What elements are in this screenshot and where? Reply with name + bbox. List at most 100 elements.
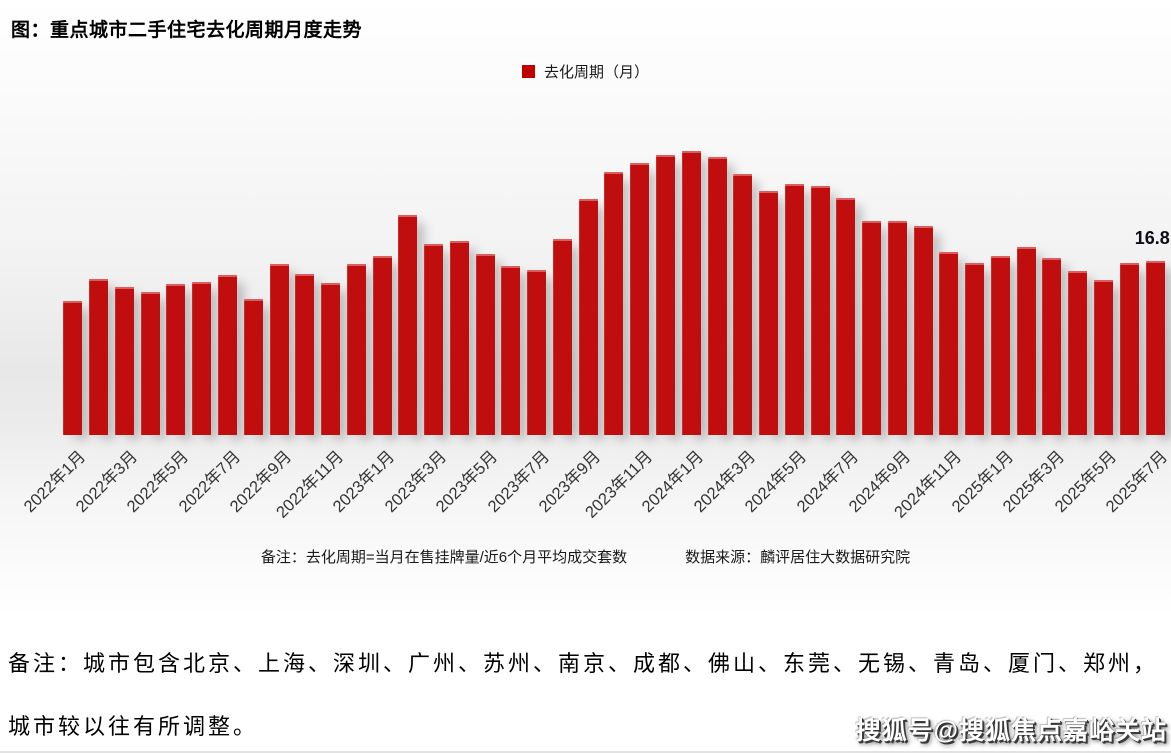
bar-slot [369,55,395,435]
bar-slot [936,55,962,435]
bar [604,172,624,435]
bar-slot [833,55,859,435]
bar [1068,271,1088,435]
bar-slot [498,55,524,435]
bar [217,275,237,435]
bar [681,151,701,435]
bar [913,226,933,435]
bar-slot [756,55,782,435]
bar-slot [266,55,292,435]
bar [424,244,444,435]
bar-slot [292,55,318,435]
bar-slot [678,55,704,435]
chart-title: 图：重点城市二手住宅去化周期月度走势 [11,20,363,41]
bar-slot [781,55,807,435]
bar [1042,258,1062,435]
bar [269,264,289,435]
bar-slot [1116,55,1142,435]
bar-slot [215,55,241,435]
bar [733,174,753,435]
bar-slot [472,55,498,435]
bar [449,241,469,435]
bar [527,270,547,435]
chart-section: 图：重点城市二手住宅去化周期月度走势 去化周期（月） 16.8 2022年1月 2… [0,0,1171,618]
x-axis-ticks: 2022年1月 2022年3月 2022年5月 2022年7月 2022年9月 2022年… [21,437,1171,537]
bar-slot [395,55,421,435]
bar-value-label: 16.8 [1134,228,1170,248]
bar-slot [575,55,601,435]
bar [398,215,418,435]
bar [1094,280,1113,435]
bar-slot [704,55,730,435]
bar-slot [60,55,86,435]
bar [965,263,985,435]
chart-legend: 去化周期（月） [0,62,1171,81]
bar [990,256,1010,435]
bar-slot [163,55,189,435]
bar [887,221,907,435]
bar [1145,261,1165,435]
bar [1119,263,1139,435]
bottom-note-line2: 城市较以往有所调整。 [8,714,259,739]
bar [552,239,572,435]
bar-slot [524,55,550,435]
bar [372,256,392,435]
bar-slot [446,55,472,435]
bar-slot [137,55,163,435]
bar [321,283,341,435]
bar [63,301,83,435]
bar [630,163,650,435]
bar-slot [1065,55,1091,435]
bar-slot [318,55,344,435]
bar [89,279,109,435]
footnote-definition: 备注：去化周期=当月在售挂牌量/近6个月平均成交套数 [260,549,628,566]
bar-slot [859,55,885,435]
bar-slot [1013,55,1039,435]
bar [759,191,779,435]
bar-slot [343,55,369,435]
bar-slot [988,55,1014,435]
bar-slot [1039,55,1065,435]
bar [655,155,675,435]
bar-slot [601,55,627,435]
legend-label: 去化周期（月） [543,63,649,81]
bar [166,284,186,435]
watermark-text: 搜狐号@搜狐焦点嘉峪关站 [855,717,1167,745]
bar-slot [240,55,266,435]
bar [346,264,366,435]
chart-footnote: 备注：去化周期=当月在售挂牌量/近6个月平均成交套数 数据来源：麟评居住大数据研… [0,546,1171,567]
bar-slot [653,55,679,435]
bar [707,157,727,435]
bar-slot [910,55,936,435]
bar [114,287,134,435]
bar [810,186,830,435]
bar-slot [550,55,576,435]
bar [862,221,882,435]
bar-slot [1091,55,1117,435]
legend-swatch-icon [521,64,535,78]
bottom-divider [0,751,1171,753]
bar [295,274,315,435]
bar [1016,247,1036,435]
bottom-note-line1: 备注：城市包含北京、上海、深圳、广州、苏州、南京、成都、佛山、东莞、无锡、青岛、… [8,651,1159,676]
bar-slot [807,55,833,435]
bar-slot [885,55,911,435]
bar [784,184,804,435]
bar [475,254,495,435]
bar-slot [112,55,138,435]
bar [836,198,856,435]
bar [192,282,212,435]
bar-slot [189,55,215,435]
bar-slot [730,55,756,435]
bar [578,199,598,435]
bar-slot [86,55,112,435]
bar [140,292,160,435]
bar-slot [421,55,447,435]
plot-bars: 16.8 [60,55,1170,435]
bar-slot [627,55,653,435]
bar [939,252,959,435]
bar-slot: 16.8 [1135,55,1170,435]
tick-slot: 2025年7月 [1103,437,1171,537]
bar-slot [962,55,988,435]
